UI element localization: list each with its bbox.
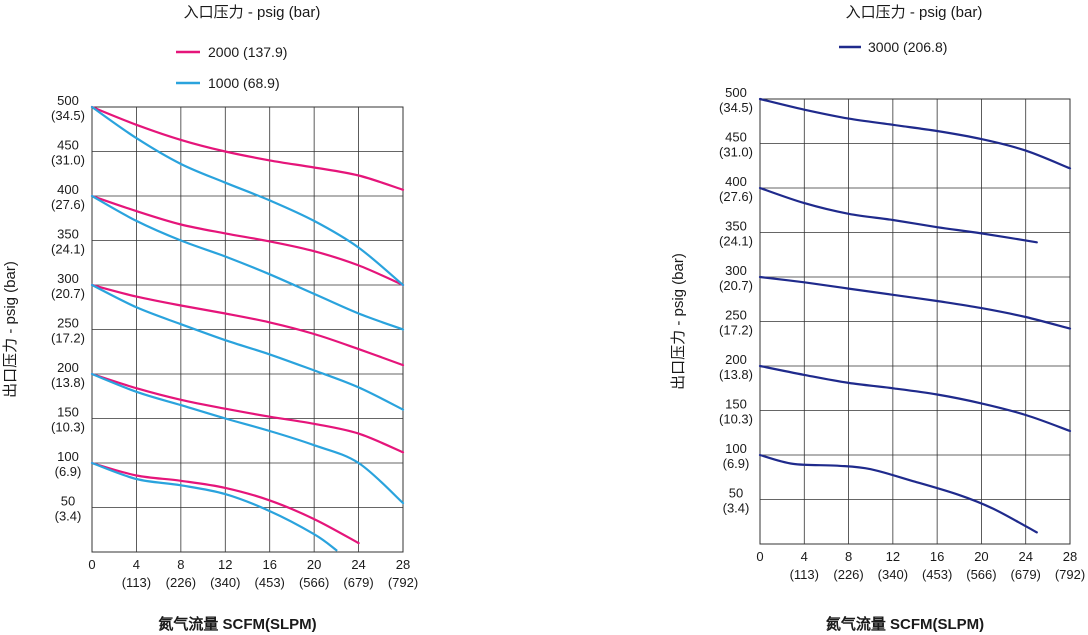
series-line [758, 453, 1038, 534]
y-tick-label: 350 [57, 227, 79, 242]
y-tick-label: 400 [57, 182, 79, 197]
y-tick-sublabel: (17.2) [719, 323, 753, 338]
y-tick-label: 300 [725, 263, 747, 278]
y-tick-sublabel: (20.7) [51, 286, 85, 301]
y-tick-sublabel: (6.9) [55, 464, 82, 479]
x-tick-label: 12 [886, 549, 900, 564]
x-tick-label: 16 [262, 557, 276, 572]
y-tick-label: 150 [725, 397, 747, 412]
legend-label: 1000 (68.9) [208, 75, 280, 91]
y-tick-label: 200 [57, 360, 79, 375]
y-tick-label: 400 [725, 174, 747, 189]
x-tick-label: 0 [756, 549, 763, 564]
x-tick-sublabel: (679) [1011, 567, 1041, 582]
series-line [90, 283, 405, 367]
x-tick-sublabel: (340) [210, 575, 240, 590]
x-tick-label: 28 [396, 557, 410, 572]
y-tick-sublabel: (13.8) [719, 367, 753, 382]
x-tick-label: 24 [1018, 549, 1032, 564]
y-tick-label: 500 [725, 85, 747, 100]
x-tick-label: 8 [177, 557, 184, 572]
x-tick-sublabel: (566) [299, 575, 329, 590]
x-tick-sublabel: (113) [122, 575, 151, 590]
y-tick-label: 250 [725, 308, 747, 323]
y-tick-label: 450 [725, 130, 747, 145]
chart-right: 入口压力 - psig (bar) 3000 (206.8) 0 4 (113) 8 (22… [670, 4, 1085, 633]
x-tick-sublabel: (453) [922, 567, 952, 582]
y-tick-sublabel: (31.0) [719, 145, 753, 160]
y-axis-title: 出口压力 - psig (bar) [670, 253, 687, 390]
x-tick-sublabel: (226) [166, 575, 196, 590]
x-tick-sublabel: (566) [966, 567, 996, 582]
y-tick-label: 250 [57, 316, 79, 331]
x-axis-title: 氮气流量 SCFM(SLPM) [158, 615, 316, 633]
x-tick-label: 20 [974, 549, 988, 564]
legend-label: 3000 (206.8) [868, 39, 947, 55]
y-tick-sublabel: (34.5) [51, 108, 85, 123]
x-tick-label: 16 [930, 549, 944, 564]
x-tick-label: 8 [845, 549, 852, 564]
y-tick-sublabel: (10.3) [51, 420, 85, 435]
x-tick-label: 0 [88, 557, 95, 572]
y-tick-sublabel: (24.1) [719, 234, 753, 249]
y-tick-sublabel: (27.6) [51, 197, 85, 212]
x-tick-sublabel: (792) [1055, 567, 1085, 582]
y-tick-sublabel: (27.6) [719, 189, 753, 204]
y-tick-label: 450 [57, 138, 79, 153]
y-tick-sublabel: (17.2) [51, 331, 85, 346]
series-line [90, 105, 405, 287]
y-axis-title: 出口压力 - psig (bar) [2, 261, 19, 398]
series-line [758, 275, 1072, 330]
x-tick-sublabel: (679) [343, 575, 373, 590]
plot-frame [759, 98, 1071, 545]
y-tick-label: 100 [725, 441, 747, 456]
series-line [90, 105, 405, 191]
chart-title: 入口压力 - psig (bar) [184, 4, 321, 21]
series-line [758, 186, 1038, 244]
y-tick-label: 100 [57, 449, 79, 464]
y-tick-sublabel: (3.4) [723, 501, 750, 516]
y-tick-sublabel: (10.3) [719, 412, 753, 427]
y-tick-sublabel: (24.1) [51, 242, 85, 257]
y-tick-sublabel: (13.8) [51, 375, 85, 390]
y-tick-sublabel: (31.0) [51, 153, 85, 168]
x-tick-label: 4 [801, 549, 808, 564]
y-tick-label: 350 [725, 219, 747, 234]
x-tick-label: 12 [218, 557, 232, 572]
x-axis-title: 氮气流量 SCFM(SLPM) [826, 615, 984, 633]
y-tick-sublabel: (3.4) [55, 509, 82, 524]
x-tick-label: 20 [307, 557, 321, 572]
x-tick-sublabel: (792) [388, 575, 418, 590]
y-tick-label: 300 [57, 271, 79, 286]
chart-title: 入口压力 - psig (bar) [846, 4, 983, 21]
x-tick-sublabel: (226) [833, 567, 863, 582]
y-tick-sublabel: (34.5) [719, 100, 753, 115]
series-line [90, 372, 405, 454]
y-tick-sublabel: (20.7) [719, 278, 753, 293]
series-line [90, 461, 360, 545]
x-tick-label: 24 [351, 557, 365, 572]
y-tick-label: 50 [729, 486, 743, 501]
y-tick-sublabel: (6.9) [723, 456, 750, 471]
y-tick-label: 200 [725, 352, 747, 367]
y-tick-label: 150 [57, 405, 79, 420]
y-tick-label: 50 [61, 494, 75, 509]
series-line [758, 97, 1072, 170]
series-line [758, 364, 1072, 433]
x-tick-label: 28 [1063, 549, 1077, 564]
series-line [90, 194, 405, 331]
x-tick-label: 4 [133, 557, 140, 572]
x-tick-sublabel: (113) [790, 567, 819, 582]
legend-label: 2000 (137.9) [208, 44, 287, 60]
series-line [90, 194, 405, 287]
series-line [90, 461, 338, 552]
series-line [90, 372, 405, 505]
y-tick-label: 500 [57, 93, 79, 108]
chart-left: 入口压力 - psig (bar) 2000 (137.9) 1000 (68.9)… [2, 4, 418, 633]
x-tick-sublabel: (453) [255, 575, 285, 590]
x-tick-sublabel: (340) [878, 567, 908, 582]
series-line [90, 283, 405, 411]
